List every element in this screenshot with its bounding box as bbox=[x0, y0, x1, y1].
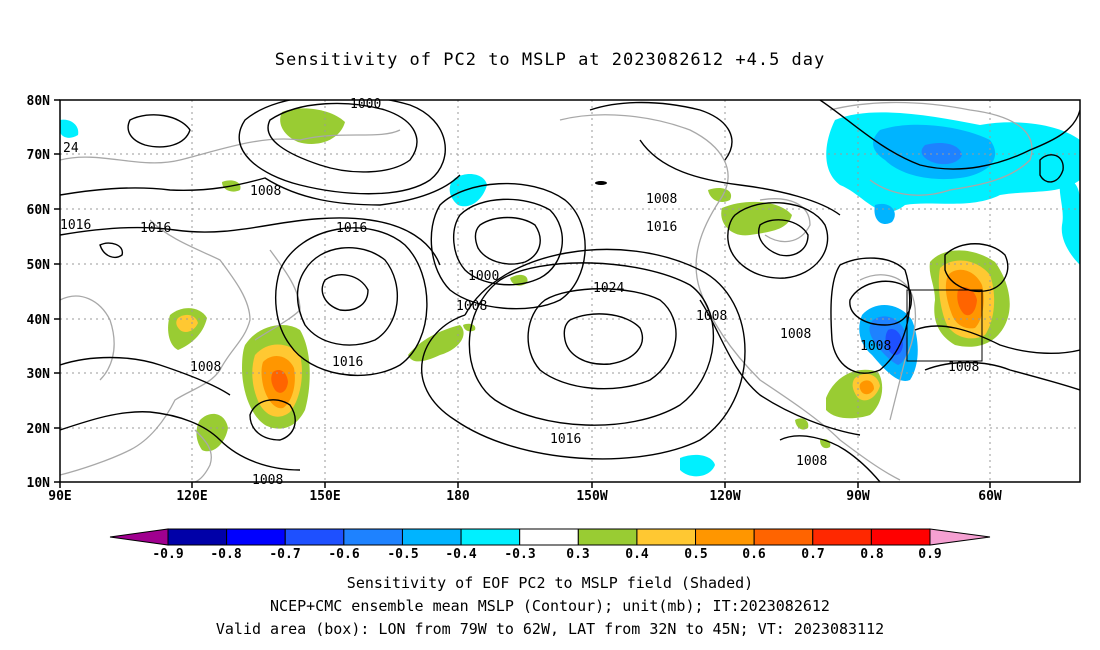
contour-label: 1024 bbox=[593, 281, 624, 296]
axis-ticks bbox=[54, 99, 991, 488]
colorbar-label: -0.7 bbox=[269, 547, 300, 562]
colorbar-cell bbox=[695, 528, 755, 546]
contour-label: 1008 bbox=[252, 473, 283, 488]
caption-shaded: Sensitivity of EOF PC2 to MSLP field (Sh… bbox=[346, 574, 754, 592]
lon-label: 120E bbox=[176, 489, 207, 504]
lon-label: 150W bbox=[576, 489, 607, 504]
colorbar-label: 0.5 bbox=[684, 547, 707, 562]
lon-label: 90E bbox=[48, 489, 71, 504]
lon-label: 60W bbox=[978, 489, 1002, 504]
shade-neg-greenland-core bbox=[921, 143, 962, 165]
contour-label: 1008 bbox=[250, 184, 281, 199]
plot-frame bbox=[59, 99, 1081, 483]
colorbar-cell bbox=[167, 528, 228, 546]
shade-pos-atlantic-core bbox=[957, 287, 977, 316]
shade-pos-japan-core bbox=[271, 370, 288, 393]
colorbar-label: -0.4 bbox=[445, 547, 476, 562]
colorbar-label: 0.8 bbox=[860, 547, 884, 562]
colorbar-label: 0.9 bbox=[918, 547, 941, 562]
contour-label: 1008 bbox=[646, 192, 677, 207]
lat-label: 10N bbox=[27, 476, 51, 491]
shade-neg-pacific-bottom bbox=[680, 454, 715, 477]
shade-neg-alaska bbox=[449, 174, 487, 207]
colorbar-cell bbox=[343, 528, 403, 546]
contour-label: 1016 bbox=[332, 355, 363, 370]
colorbar-cell bbox=[812, 528, 872, 546]
caption-contour: NCEP+CMC ensemble mean MSLP (Contour); u… bbox=[270, 597, 830, 615]
colorbar-cell bbox=[577, 528, 638, 546]
colorbar-right-arrow bbox=[929, 528, 991, 546]
colorbar-label: -0.9 bbox=[152, 547, 183, 562]
colorbar-cell bbox=[753, 528, 814, 546]
colorbar-cell bbox=[636, 528, 697, 546]
colorbar-label: 0.3 bbox=[566, 547, 589, 562]
lat-labels: 80N 70N 60N 50N 40N 30N 20N 10N bbox=[27, 94, 51, 491]
colorbar-label: -0.5 bbox=[387, 547, 418, 562]
shade-neg-east bbox=[1059, 179, 1080, 265]
colorbar-label: 0.6 bbox=[742, 547, 766, 562]
contour-label: 1016 bbox=[646, 220, 677, 235]
lat-label: 40N bbox=[27, 313, 51, 328]
shade-neg-topleft bbox=[60, 119, 79, 138]
shade-neg-us-east-core bbox=[885, 328, 903, 356]
contour-label: 24 bbox=[63, 141, 79, 156]
lat-label: 80N bbox=[27, 94, 51, 109]
shade-pos-hudson bbox=[721, 201, 792, 236]
contour-label: 1008 bbox=[948, 360, 979, 375]
shade-pos-mexico1 bbox=[795, 418, 809, 430]
colorbar-cell bbox=[226, 528, 286, 546]
shade-pos-pacific-mid bbox=[408, 325, 464, 362]
mslp-contours bbox=[60, 100, 1080, 482]
caption-valid-area: Valid area (box): LON from 79W to 62W, L… bbox=[215, 620, 885, 638]
colorbar: -0.9 -0.8 -0.7 -0.6 -0.5 -0.4 -0.3 0.3 0… bbox=[109, 528, 991, 562]
lon-label: 120W bbox=[709, 489, 740, 504]
colorbar-cell bbox=[460, 528, 521, 546]
colorbar-label: 0.4 bbox=[625, 547, 649, 562]
lon-label: 150E bbox=[309, 489, 340, 504]
colorbar-cells bbox=[167, 528, 931, 546]
contour-label: 1000 bbox=[468, 269, 499, 284]
contour-label: 1016 bbox=[140, 221, 171, 236]
contour-label: 1008 bbox=[860, 339, 891, 354]
lat-label: 60N bbox=[27, 203, 51, 218]
colorbar-cell bbox=[401, 528, 462, 546]
contour-label: 1008 bbox=[780, 327, 811, 342]
colorbar-label: 0.7 bbox=[801, 547, 824, 562]
lat-label: 20N bbox=[27, 422, 51, 437]
contour-label: 1016 bbox=[550, 432, 581, 447]
lon-labels: 90E 120E 150E 180 150W 120W 90W 60W bbox=[48, 489, 1002, 504]
shaded-sensitivity bbox=[60, 108, 1080, 477]
colorbar-label: -0.3 bbox=[504, 547, 535, 562]
contour-label: 1008 bbox=[696, 309, 727, 324]
lat-label: 30N bbox=[27, 367, 51, 382]
contour-label: 1016 bbox=[336, 221, 367, 236]
lat-label: 70N bbox=[27, 148, 51, 163]
contour-label: 1008 bbox=[796, 454, 827, 469]
colorbar-left-arrow bbox=[109, 528, 169, 546]
contour-blob bbox=[595, 181, 607, 185]
colorbar-cell bbox=[519, 528, 579, 546]
contour-label-group: 1000 24 1008 1016 1016 1016 1008 1016 10… bbox=[60, 97, 979, 488]
shade-pos-gulf-orange bbox=[859, 380, 874, 395]
map-title: Sensitivity of PC2 to MSLP at 2023082612… bbox=[274, 50, 826, 70]
valid-area-box bbox=[906, 289, 983, 362]
lon-label: 180 bbox=[446, 489, 470, 504]
colorbar-cell bbox=[870, 528, 931, 546]
lat-label: 50N bbox=[27, 258, 51, 273]
colorbar-label: -0.6 bbox=[328, 547, 359, 562]
colorbar-label: -0.8 bbox=[210, 547, 241, 562]
shade-pos-pacific-mid2 bbox=[463, 323, 476, 332]
colorbar-cell bbox=[284, 528, 345, 546]
lon-label: 90W bbox=[846, 489, 870, 504]
colorbar-labels: -0.9 -0.8 -0.7 -0.6 -0.5 -0.4 -0.3 0.3 0… bbox=[152, 547, 941, 562]
grid-lines bbox=[60, 100, 1080, 482]
contour-label: 1008 bbox=[456, 299, 487, 314]
contour-label: 1016 bbox=[60, 218, 91, 233]
contour-label: 1008 bbox=[190, 360, 221, 375]
